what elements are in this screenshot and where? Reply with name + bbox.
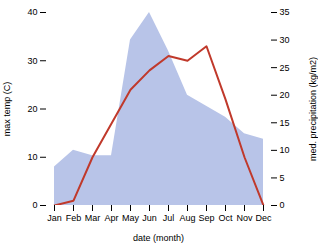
svg-text:date (month): date (month) [133,233,184,243]
svg-text:30: 30 [280,35,290,45]
svg-text:Mar: Mar [85,213,101,223]
svg-text:Apr: Apr [104,213,118,223]
svg-text:30: 30 [27,56,37,66]
svg-text:35: 35 [280,7,290,17]
svg-text:med. precipitation (kg/m2): med. precipitation (kg/m2) [308,57,318,161]
svg-text:0: 0 [280,200,285,210]
svg-text:Feb: Feb [66,213,82,223]
svg-text:15: 15 [280,118,290,128]
svg-text:20: 20 [280,90,290,100]
svg-text:25: 25 [280,63,290,73]
svg-text:20: 20 [27,104,37,114]
svg-text:Jul: Jul [163,213,175,223]
svg-text:40: 40 [27,7,37,17]
svg-text:May: May [122,213,140,223]
svg-text:Jun: Jun [142,213,157,223]
svg-text:Jan: Jan [47,213,62,223]
svg-text:max temp (C): max temp (C) [2,82,12,137]
svg-text:Oct: Oct [218,213,233,223]
svg-text:Aug: Aug [179,213,195,223]
svg-text:Nov: Nov [236,213,253,223]
svg-text:10: 10 [280,145,290,155]
svg-text:5: 5 [280,173,285,183]
svg-text:Dec: Dec [255,213,272,223]
svg-text:Sep: Sep [198,213,214,223]
svg-text:10: 10 [27,152,37,162]
svg-text:0: 0 [32,200,37,210]
